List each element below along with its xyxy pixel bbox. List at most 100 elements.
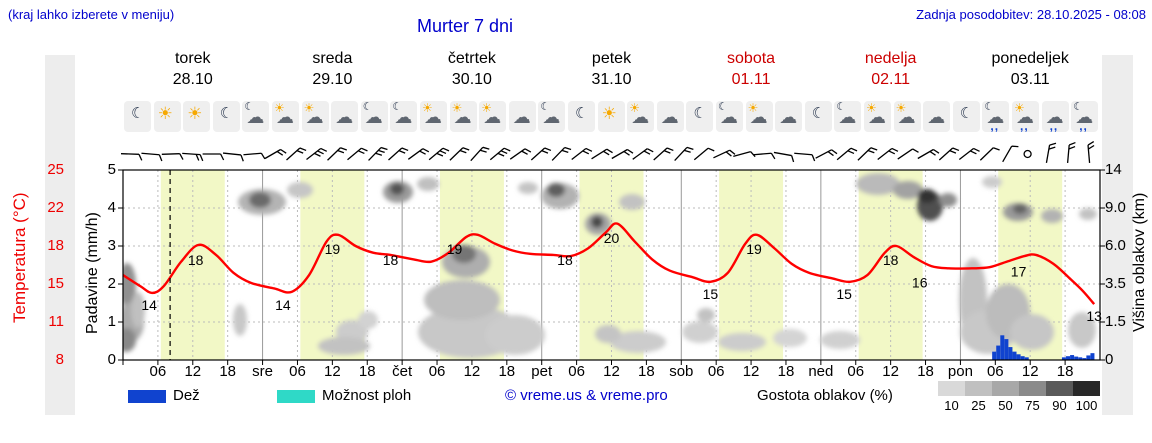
sun-cloud-glyph: ☁: [453, 107, 472, 127]
x-tick-06: 06: [428, 363, 446, 380]
day-date: 02.11: [871, 71, 911, 88]
svg-text:18: 18: [383, 252, 399, 268]
moon-cloud-glyph: ☁: [394, 107, 413, 127]
sun-icon: ☀: [597, 101, 625, 132]
wind-barb-icon: [161, 153, 184, 160]
x-tick-06: 06: [847, 363, 865, 380]
x-tick-12: 12: [463, 363, 481, 380]
moon-icon: ☾: [804, 101, 832, 132]
sun-cloud-glyph: ☀: [303, 101, 315, 115]
temperature-labels: 14 18 14 19 18 19 18 20 15 19 15 18 16 17 13: [141, 230, 1102, 324]
svg-text:20: 20: [604, 230, 620, 246]
wind-barb-icon: [938, 147, 960, 161]
wind-barb-icon: [877, 147, 899, 161]
axis-ticks: [118, 169, 1105, 365]
wind-barb-icon: [653, 147, 674, 161]
moon-rain-glyph: ,,: [1079, 119, 1088, 133]
x-tick-18: 18: [358, 363, 376, 380]
day-name-sreda: sreda: [312, 50, 353, 67]
wind-barb-icon: [243, 152, 266, 160]
wind-barb-icon: [897, 148, 919, 160]
day-bands: [160, 170, 1063, 360]
svg-text:19: 19: [325, 241, 341, 257]
wind-barb-icon: [611, 148, 634, 160]
day-date: 31.10: [591, 71, 632, 88]
sun-cloud-glyph: ☀: [451, 101, 463, 115]
day-name-nedelja: nedelja: [864, 50, 917, 67]
moon-rain-glyph: ☁: [1075, 107, 1094, 127]
moon-cloud-icon: ☾ ☁: [538, 101, 566, 132]
sun-rain-glyph: ,,: [1020, 119, 1029, 133]
moon-cloud-glyph: ☾: [362, 101, 373, 113]
svg-text:15: 15: [836, 286, 852, 302]
wind-barb-icon: [917, 148, 940, 160]
temp-tick: 25: [47, 161, 64, 178]
moon-icon: ☾: [212, 101, 240, 132]
moon-cloud-icon: ☾ ☁: [834, 101, 862, 132]
copyright-link[interactable]: © vreme.us & vreme.pro: [505, 387, 668, 404]
wind-barb-icon: [674, 146, 694, 162]
sun-cloud-glyph: ☀: [866, 101, 877, 115]
x-tick-06: 06: [149, 363, 167, 380]
sun-rain-glyph: ☁: [1016, 107, 1034, 127]
temperature-axis-label: Temperatura (°C): [10, 192, 29, 323]
cloud-glyph: ☁: [660, 107, 679, 127]
x-tick-06: 06: [289, 363, 306, 380]
cloud-icon: ☁: [775, 101, 803, 132]
cloud-icon: ☁: [923, 101, 951, 132]
moon-glyph: ☾: [959, 105, 974, 122]
svg-text:16: 16: [912, 275, 928, 291]
temp-tick: 15: [47, 275, 64, 292]
moon-cloud-glyph: ☾: [392, 101, 403, 113]
x-tick-sob: sob: [669, 363, 694, 380]
plot-frame: [122, 169, 1101, 361]
svg-text:18: 18: [557, 252, 573, 268]
moon-cloud-glyph: ☁: [364, 107, 383, 127]
sun-cloud-icon: ☀ ☁: [479, 101, 507, 132]
sun-cloud-icon: ☀ ☁: [864, 101, 891, 132]
right-axis-strip: [1102, 55, 1133, 415]
wind-barb-icon: [979, 147, 1000, 161]
day-date: 28.10: [172, 71, 213, 88]
x-tick-sre: sre: [252, 363, 273, 380]
sun-cloud-glyph: ☁: [276, 107, 294, 127]
wind-barb-icon: [1002, 145, 1019, 163]
cloud-height-tick: 3.5: [1105, 275, 1126, 292]
svg-text:19: 19: [746, 241, 762, 257]
moon-rain-icon: ☾ ☁,,: [1071, 101, 1099, 133]
sun-cloud-icon: ☀ ☁: [420, 101, 447, 132]
day-name-četrtek: četrtek: [447, 50, 496, 67]
wind-barb-icon: [509, 148, 532, 160]
cloud-height-tick: 1.5: [1105, 313, 1126, 330]
density-swatch: [1046, 381, 1073, 396]
sun-glyph: ☀: [157, 104, 173, 123]
rain-icon: ☁,,: [1041, 101, 1069, 132]
rain-legend-label: Dež: [173, 387, 200, 404]
wind-barb-icon: [753, 152, 776, 160]
precip-bars: [992, 335, 1095, 360]
moon-icon: ☾: [568, 101, 595, 132]
sun-cloud-icon: ☀ ☁: [449, 101, 477, 132]
last-update: Zadnja posodobitev: 28.10.2025 - 08:08: [916, 7, 1146, 22]
svg-text:15: 15: [703, 286, 719, 302]
cloud-height-axis-label: Višina oblakov (km): [1131, 192, 1148, 332]
sun-rain-glyph: ☀: [1014, 101, 1025, 115]
sun-cloud-glyph: ☁: [631, 107, 650, 127]
wind-barbs: [120, 140, 1095, 164]
wind-barb-icon: [182, 152, 204, 162]
svg-text:13: 13: [1086, 308, 1102, 324]
x-tick-čet: čet: [392, 363, 413, 380]
x-tick-06: 06: [986, 363, 1004, 380]
x-tick-ned: ned: [808, 363, 834, 380]
moon-cloud-glyph: ☁: [246, 107, 265, 127]
precip-tick: 1: [107, 313, 116, 330]
day-name-torek: torek: [174, 50, 211, 67]
wind-barb-icon: [693, 147, 715, 161]
density-swatch: [965, 381, 992, 396]
sun-cloud-glyph: ☀: [422, 101, 433, 115]
showers-legend-swatch: [277, 390, 315, 403]
moon-cloud-glyph: ☁: [838, 107, 857, 127]
moon-cloud-glyph: ☾: [540, 101, 551, 113]
svg-text:14: 14: [275, 297, 291, 313]
wind-barb-icon: [1045, 142, 1057, 163]
